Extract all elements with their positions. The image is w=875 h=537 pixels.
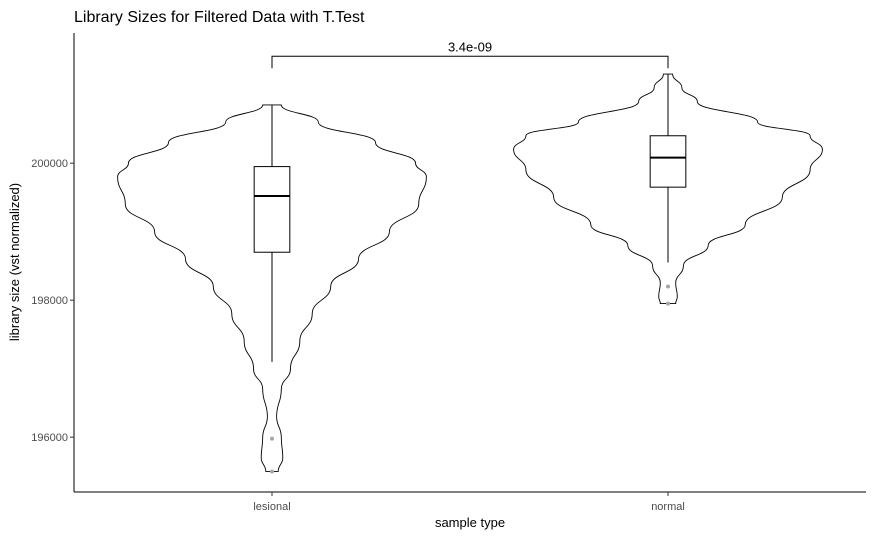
outlier-point: [666, 301, 670, 306]
x-axis-title: sample type: [435, 515, 505, 530]
box-normal: [649, 135, 687, 188]
violin-lesional: [117, 104, 427, 472]
plot-area: 3.4e-09: [117, 39, 823, 474]
x-axis-ticks: lesional normal: [253, 492, 685, 513]
y-tick-label: 198000: [31, 295, 68, 307]
significance-bracket: [271, 55, 669, 69]
y-tick-label: 200000: [31, 158, 68, 170]
outlier-point: [270, 469, 274, 474]
outlier-point: [270, 436, 274, 441]
violin-normal: [513, 73, 823, 305]
box-lesional: [253, 166, 291, 253]
y-axis-title: library size (vst normalized): [7, 183, 22, 341]
p-value-label: 3.4e-09: [448, 39, 492, 54]
chart-title: Library Sizes for Filtered Data with T.T…: [74, 9, 365, 26]
y-axis-ticks: 196000 198000 200000: [31, 158, 74, 444]
x-tick-label-normal: normal: [651, 501, 685, 513]
x-tick-label-lesional: lesional: [253, 501, 290, 513]
outlier-point: [666, 284, 670, 289]
y-tick-label: 196000: [31, 432, 68, 444]
